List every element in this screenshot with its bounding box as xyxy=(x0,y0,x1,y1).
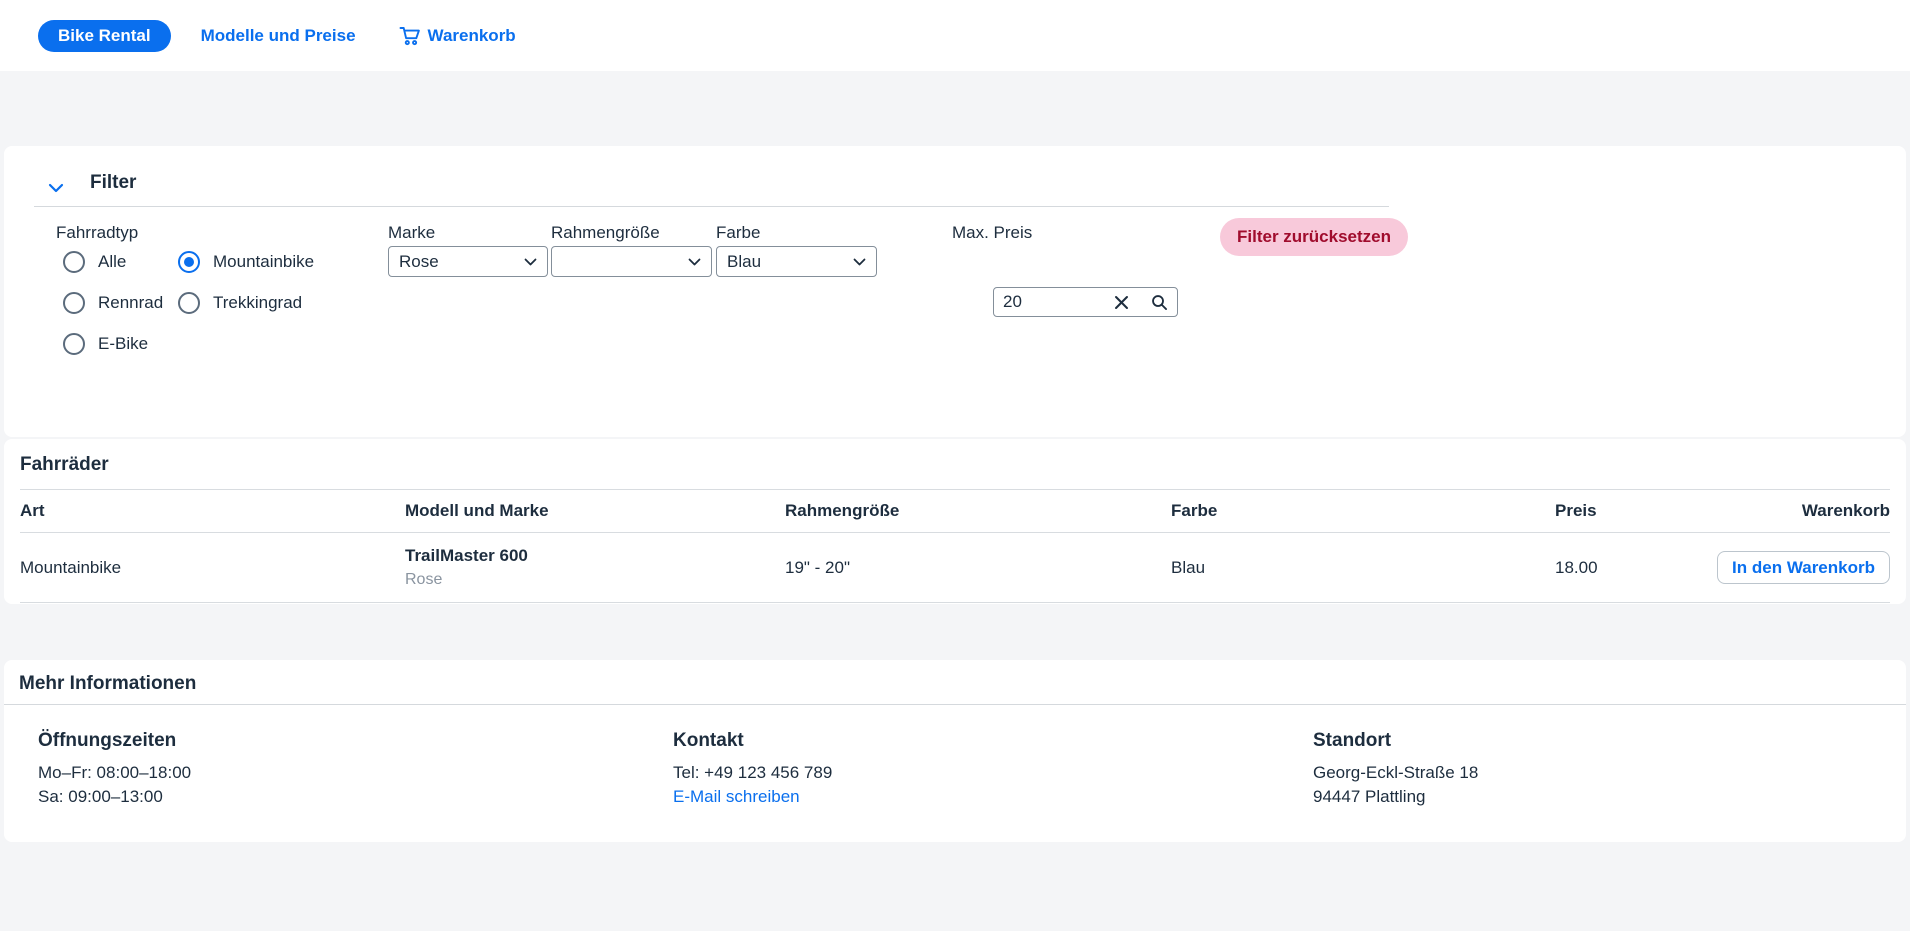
bike-type-radio-group: Alle Mountainbike Rennrad Trekkingrad E-… xyxy=(59,247,314,359)
location-line: 94447 Plattling xyxy=(1313,787,1426,806)
color-select[interactable]: Blau xyxy=(716,246,877,277)
col-header-rahmengroesse: Rahmengröße xyxy=(785,501,900,520)
cell-price: 18.00 xyxy=(1555,557,1598,577)
chevron-down-icon xyxy=(524,258,537,265)
opening-hours-block: Öffnungszeiten Mo–Fr: 08:00–18:00 Sa: 09… xyxy=(38,730,191,809)
nav-link-models[interactable]: Modelle und Preise xyxy=(200,25,356,45)
location-title: Standort xyxy=(1313,730,1392,751)
cell-cart: In den Warenkorb xyxy=(1715,551,1890,584)
radio-label: Rennrad xyxy=(98,293,164,312)
nav-cart-label: Warenkorb xyxy=(427,25,516,45)
opening-hours-title: Öffnungszeiten xyxy=(38,730,177,751)
table-header-row: Art Modell und Marke Rahmengröße Farbe P… xyxy=(20,489,1890,533)
bikes-table: Art Modell und Marke Rahmengröße Farbe P… xyxy=(20,489,1890,603)
brand-select[interactable]: Rose xyxy=(388,246,548,277)
color-label: Farbe xyxy=(716,223,761,242)
radio-label: Trekkingrad xyxy=(213,293,303,312)
brand-select-value: Rose xyxy=(399,251,439,271)
frame-size-label: Rahmengröße xyxy=(551,223,660,242)
radio-circle-icon xyxy=(63,251,85,273)
radio-circle-icon xyxy=(63,292,85,314)
radio-alle[interactable]: Alle xyxy=(59,251,174,273)
radio-ebike[interactable]: E-Bike xyxy=(59,333,174,355)
cell-model: TrailMaster 600 Rose xyxy=(405,546,785,589)
filter-panel: Filter Fahrradtyp Alle Mountainbike Renn… xyxy=(4,146,1906,437)
clear-icon[interactable] xyxy=(1113,294,1130,311)
col-header-preis: Preis xyxy=(1555,501,1597,520)
radio-circle-icon xyxy=(178,251,200,273)
location-line: Georg-Eckl-Straße 18 xyxy=(1313,763,1479,782)
email-link[interactable]: E-Mail schreiben xyxy=(673,787,800,806)
cart-icon xyxy=(399,26,420,45)
radio-label: Alle xyxy=(98,252,127,271)
filter-reset-button[interactable]: Filter zurücksetzen xyxy=(1220,218,1408,256)
color-select-value: Blau xyxy=(727,251,762,271)
top-nav: Bike Rental Modelle und Preise Warenkorb xyxy=(0,0,1910,71)
brand-label: Marke xyxy=(388,223,436,242)
max-price-input[interactable] xyxy=(1003,292,1113,312)
filter-divider xyxy=(34,206,1389,207)
col-header-warenkorb: Warenkorb xyxy=(1801,501,1890,520)
col-header-modell: Modell und Marke xyxy=(405,501,549,520)
bikes-panel: Fahrräder Art Modell und Marke Rahmengrö… xyxy=(4,439,1906,604)
cell-frame-size: 19" - 20" xyxy=(785,557,850,577)
add-to-cart-button[interactable]: In den Warenkorb xyxy=(1717,551,1890,584)
info-panel: Mehr Informationen Öffnungszeiten Mo–Fr:… xyxy=(4,660,1906,842)
radio-trekkingrad[interactable]: Trekkingrad xyxy=(174,292,314,314)
frame-size-select[interactable] xyxy=(551,246,712,277)
radio-label: E-Bike xyxy=(98,334,149,353)
bike-type-label: Fahrradtyp xyxy=(56,223,139,242)
nav-link-cart[interactable]: Warenkorb xyxy=(399,26,516,46)
model-brand: Rose xyxy=(405,571,443,588)
info-divider xyxy=(4,704,1906,705)
opening-hours-line: Sa: 09:00–13:00 xyxy=(38,787,163,806)
cell-color: Blau xyxy=(1171,557,1206,577)
filter-collapse-chevron-icon[interactable] xyxy=(48,183,64,193)
opening-hours-line: Mo–Fr: 08:00–18:00 xyxy=(38,763,192,782)
radio-rennrad[interactable]: Rennrad xyxy=(59,292,174,314)
chevron-down-icon xyxy=(853,258,866,265)
max-price-label: Max. Preis xyxy=(952,223,1033,242)
radio-label: Mountainbike xyxy=(213,252,315,271)
nav-brand-button[interactable]: Bike Rental xyxy=(38,19,171,52)
contact-block: Kontakt Tel: +49 123 456 789 E-Mail schr… xyxy=(673,730,832,809)
col-header-art: Art xyxy=(20,501,45,520)
radio-mountainbike[interactable]: Mountainbike xyxy=(174,251,314,273)
contact-phone: Tel: +49 123 456 789 xyxy=(673,763,833,782)
search-icon[interactable] xyxy=(1151,294,1168,311)
radio-circle-icon xyxy=(63,333,85,355)
bikes-title: Fahrräder xyxy=(20,454,109,475)
col-header-farbe: Farbe xyxy=(1171,501,1218,520)
radio-circle-icon xyxy=(178,292,200,314)
location-block: Standort Georg-Eckl-Straße 18 94447 Plat… xyxy=(1313,730,1478,809)
contact-title: Kontakt xyxy=(673,730,744,751)
chevron-down-icon xyxy=(688,258,701,265)
filter-title: Filter xyxy=(90,172,137,193)
table-row: Mountainbike TrailMaster 600 Rose 19" - … xyxy=(20,533,1890,603)
cell-type: Mountainbike xyxy=(20,557,122,577)
model-name: TrailMaster 600 xyxy=(405,546,528,565)
info-title: Mehr Informationen xyxy=(19,673,197,694)
max-price-field xyxy=(993,287,1178,317)
